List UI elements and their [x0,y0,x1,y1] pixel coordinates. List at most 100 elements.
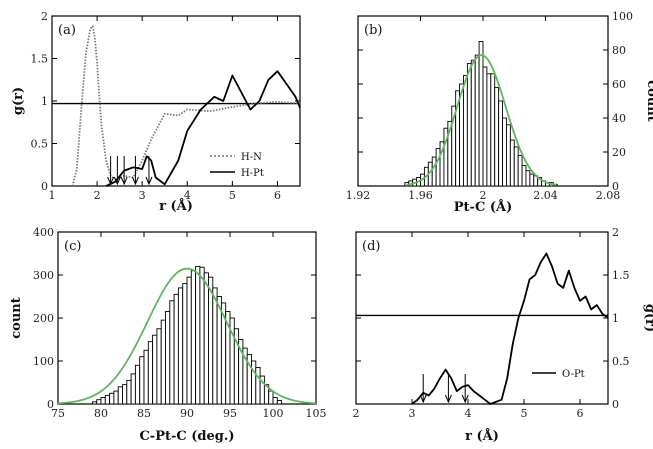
panel-b-bar [517,154,523,187]
panel-a-xtick-label: 3 [139,189,146,202]
panel-c-bar [177,287,184,405]
panel-a: (a) r (Å) g(r) 1 2 3 4 5 6 0 0.5 1 1.5 2 H-N H-Pt [11,10,301,214]
panel-d-xtick-label: 2 [353,407,360,420]
panel-b-ytick-label: 100 [612,10,633,23]
panel-a-arrow-head [145,176,153,186]
panel-d-arrow-head [419,394,427,404]
panel-d-xtick-label: 4 [465,407,472,420]
panel-c-xtick-label: 85 [137,407,151,420]
panel-b-bar [478,41,484,187]
panel-c-bar [134,364,141,405]
panel-c-bar [147,341,154,405]
panel-c-bar [160,319,166,405]
panel-c-ytick-label: 0 [47,398,54,411]
panel-c-bar [96,399,102,405]
panel-a-plot [52,25,301,187]
panel-a-xtick-label: 6 [274,189,281,202]
panel-c-ytick-label: 200 [33,312,54,325]
panel-c-ylabel: count [9,297,24,339]
panel-b-ylabel: count [644,80,653,122]
panel-c-bar [109,392,115,405]
panel-c-bar [173,293,179,405]
panel-c: (c) C-Pt-C (deg.) count 75 80 85 90 95 100 105… [9,226,327,444]
panel-c-xtick-label: 90 [180,407,194,420]
panel-c-bar [169,300,175,405]
panel-b-bar [474,54,480,187]
panel-a-ytick-label: 1.5 [31,53,49,66]
panel-b-xtick-label: 2.08 [596,189,621,202]
panel-a-ytick-label: 2 [41,10,48,23]
panel-d-arrow-head [444,394,452,404]
panel-a-ytick-label: 0.5 [31,138,49,151]
panel-d-xtick-label: 6 [577,407,584,420]
panel-d-ytick-label: 1 [612,312,619,325]
panel-d-xtick-label: 5 [521,407,528,420]
panel-b-xlabel: Pt-C (Å) [454,199,512,215]
panel-c-bar [182,283,188,405]
panel-b-ytick-label: 80 [612,44,626,57]
panel-a-arrow-head [107,176,115,186]
panel-d-ytick-label: 0 [612,398,619,411]
panel-b-xtick-label: 1.92 [346,189,371,202]
panel-c-bar [143,349,149,405]
panel-b-bar [486,73,492,187]
panel-c-label: (c) [64,239,81,254]
panel-b-bar [505,124,511,187]
panel-b-bar [470,59,476,187]
panel-c-bar [203,272,209,405]
panel-c-bar [190,270,197,405]
panel-c-bar [272,397,278,405]
panel-d-plot [356,252,609,405]
panel-b-bar [513,146,519,187]
panel-a-series-h-n [71,25,301,187]
panel-c-bar [152,334,158,405]
panel-c-bar [276,400,283,405]
panel-c-bar [100,397,106,405]
panel-b-bar [509,139,515,187]
panel-a-ytick-label: 0 [41,180,48,193]
panel-b: (b) Pt-C (Å) count 1.92 1.96 2 2.04 2.080 20 4… [346,10,653,215]
panel-c-bar [122,384,128,405]
panel-a-xtick-label: 1 [49,189,56,202]
panel-c-xtick-label: 100 [263,407,284,420]
panel-a-xlabel: r (Å) [159,198,193,214]
panel-b-bar [482,66,488,187]
panel-d-ticks: 2 3 4 5 6 0 0.5 1 1.5 2 [353,226,630,420]
panel-b-ytick-label: 0 [612,180,619,193]
panel-a-xtick-label: 2 [94,189,101,202]
panel-b-bar [494,86,500,187]
panel-b-bar [529,173,535,187]
panel-d: (d) r (Å) g(r) 2 3 4 5 6 0 0.5 1 1.5 2 O-Pt [353,226,653,444]
panel-c-bar [212,287,218,405]
panel-c-bar [113,390,119,405]
panel-a-xtick-label: 4 [184,189,191,202]
legend-o-pt: O-Pt [562,369,585,380]
panel-d-label: (d) [362,239,380,254]
legend-h-n: H-N [241,152,262,163]
panel-c-gaussian-fit [57,267,317,405]
panel-a-arrow-head [113,176,121,186]
panel-c-ytick-label: 300 [33,269,54,282]
panel-c-xlabel: C-Pt-C (deg.) [139,429,234,444]
panel-c-bar [156,328,162,405]
panel-a-ticks: 1 2 3 4 5 6 0 0.5 1 1.5 2 [31,10,300,202]
panel-d-ytick-label: 1.5 [612,269,630,282]
panel-b-ytick-label: 60 [612,78,626,91]
panel-a-label: (a) [58,23,76,38]
panel-b-gaussian-fit [406,54,557,186]
panel-b-bar [525,170,531,187]
panel-b-label: (b) [364,23,382,38]
panel-a-ytick-label: 1 [41,95,48,108]
panel-d-ytick-label: 2 [612,226,619,239]
panel-c-bar [126,379,132,405]
panel-c-bar [139,356,145,405]
panel-d-ylabel: g(r) [642,304,653,332]
panel-b-bar [502,117,507,187]
panel-c-ytick-label: 400 [33,226,54,239]
panel-c-bar [255,367,261,405]
panel-a-ylabel: g(r) [11,87,26,115]
panel-a-series-h-pt [105,70,301,187]
panel-b-bar [435,148,441,187]
panel-c-bar [195,265,201,405]
panel-c-bar [199,266,205,405]
